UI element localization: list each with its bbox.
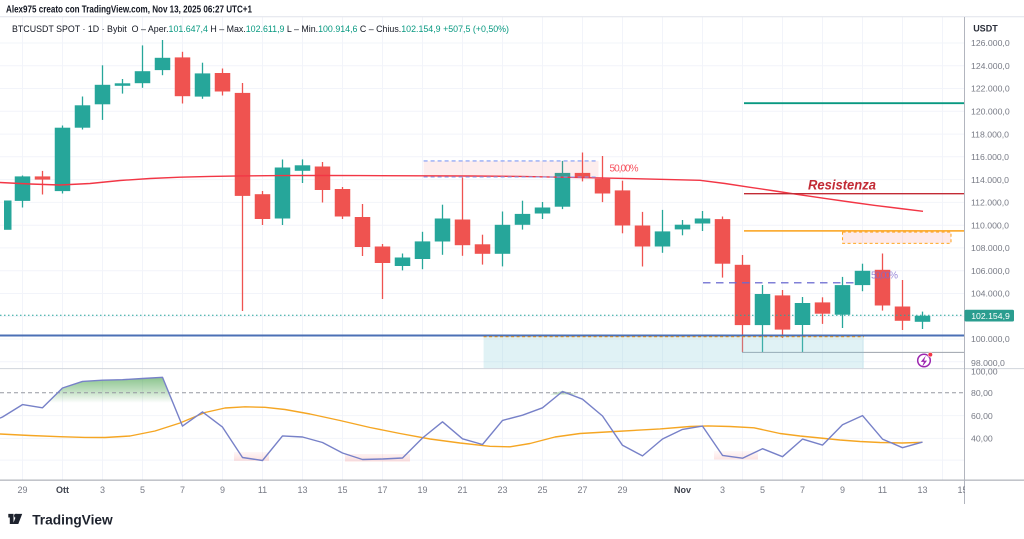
svg-text:USDT: USDT bbox=[973, 23, 998, 33]
svg-text:80,00: 80,00 bbox=[971, 388, 993, 398]
svg-text:BTCUSDT SPOT · 1D · Bybit O –: BTCUSDT SPOT · 1D · Bybit O – Aper.101.6… bbox=[12, 24, 509, 35]
svg-text:Nov: Nov bbox=[674, 485, 691, 495]
svg-text:100,00: 100,00 bbox=[971, 367, 998, 377]
svg-text:126.000,0: 126.000,0 bbox=[971, 38, 1010, 48]
svg-text:106.000,0: 106.000,0 bbox=[971, 266, 1010, 276]
svg-text:98.000,0: 98.000,0 bbox=[971, 358, 1005, 368]
svg-text:17: 17 bbox=[377, 485, 387, 495]
svg-text:110.000,0: 110.000,0 bbox=[971, 220, 1009, 230]
svg-text:102.154,9: 102.154,9 bbox=[971, 311, 1010, 321]
svg-text:120.000,0: 120.000,0 bbox=[971, 107, 1010, 117]
svg-text:104.000,0: 104.000,0 bbox=[971, 289, 1010, 299]
svg-text:60,00: 60,00 bbox=[971, 411, 993, 421]
svg-text:25: 25 bbox=[537, 485, 547, 495]
svg-text:29: 29 bbox=[617, 485, 627, 495]
svg-text:15: 15 bbox=[337, 485, 347, 495]
svg-text:Alex975 creato con TradingView: Alex975 creato con TradingView.com, Nov … bbox=[6, 5, 252, 16]
svg-text:5: 5 bbox=[760, 485, 765, 495]
svg-text:11: 11 bbox=[258, 485, 267, 495]
svg-text:5: 5 bbox=[140, 485, 145, 495]
svg-text:50,00%: 50,00% bbox=[610, 164, 639, 175]
svg-text:7: 7 bbox=[800, 485, 805, 495]
svg-text:118.000,0: 118.000,0 bbox=[971, 129, 1009, 139]
svg-text:122.000,0: 122.000,0 bbox=[971, 84, 1010, 94]
svg-text:116.000,0: 116.000,0 bbox=[971, 152, 1009, 162]
svg-text:9: 9 bbox=[840, 485, 845, 495]
svg-text:3: 3 bbox=[720, 485, 725, 495]
svg-text:13: 13 bbox=[297, 485, 307, 495]
svg-text:15: 15 bbox=[957, 485, 967, 495]
svg-text:21: 21 bbox=[457, 485, 467, 495]
svg-text:100.000,0: 100.000,0 bbox=[971, 334, 1010, 344]
svg-text:Ott: Ott bbox=[56, 485, 69, 495]
svg-text:9: 9 bbox=[220, 485, 225, 495]
svg-text:Resistenza: Resistenza bbox=[808, 177, 876, 192]
svg-text:23: 23 bbox=[497, 485, 507, 495]
svg-text:114.000,0: 114.000,0 bbox=[971, 175, 1009, 185]
svg-text:27: 27 bbox=[577, 485, 587, 495]
svg-text:3: 3 bbox=[100, 485, 105, 495]
svg-text:TradingView: TradingView bbox=[32, 512, 113, 527]
svg-text:13: 13 bbox=[917, 485, 927, 495]
svg-text:50,00%: 50,00% bbox=[871, 271, 898, 282]
svg-text:19: 19 bbox=[417, 485, 427, 495]
svg-text:112.000,0: 112.000,0 bbox=[971, 198, 1009, 208]
svg-text:29: 29 bbox=[17, 485, 27, 495]
svg-text:108.000,0: 108.000,0 bbox=[971, 243, 1010, 253]
svg-text:124.000,0: 124.000,0 bbox=[971, 61, 1010, 71]
svg-text:11: 11 bbox=[878, 485, 887, 495]
svg-text:40,00: 40,00 bbox=[971, 434, 993, 444]
svg-text:7: 7 bbox=[180, 485, 185, 495]
